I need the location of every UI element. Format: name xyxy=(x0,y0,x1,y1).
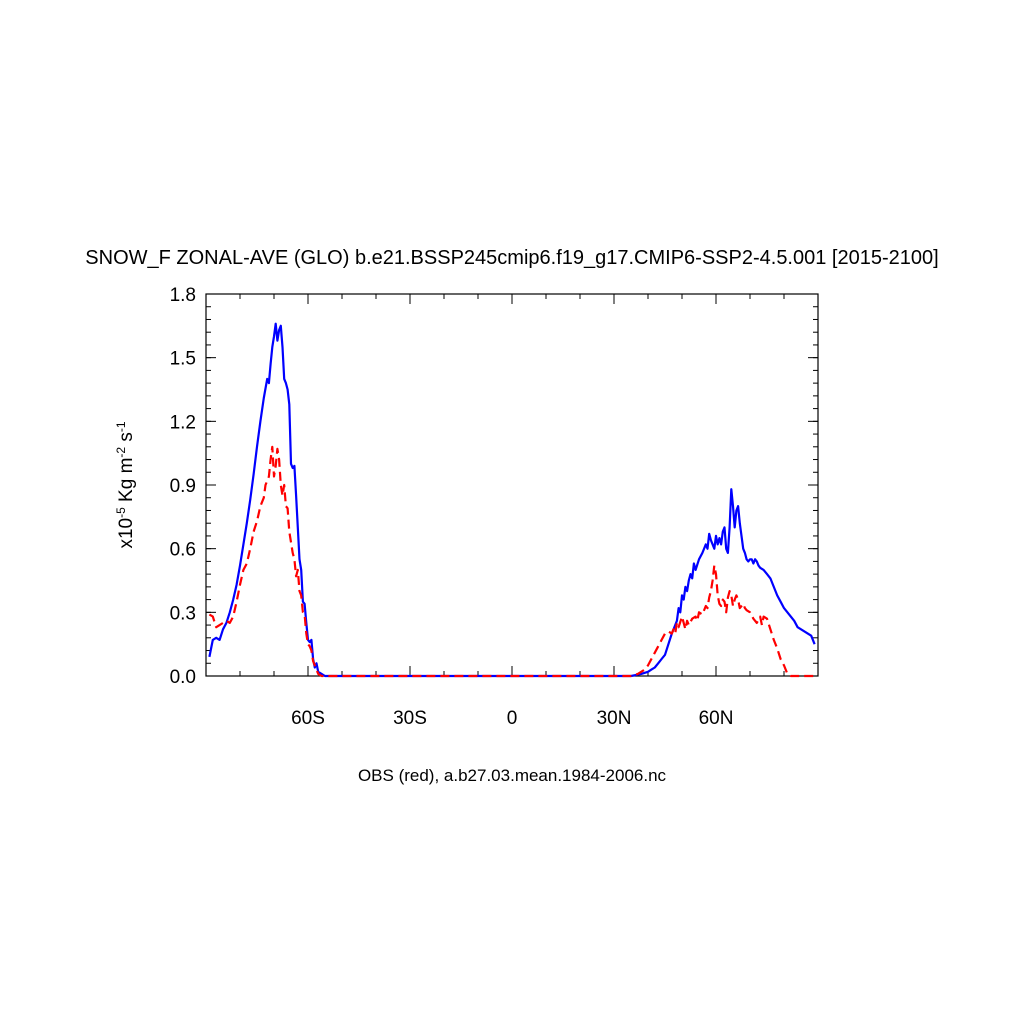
plot-area: 0.0 0.3 0.6 0.9 1.2 1.5 1.8 60S 30S 0 30N 60N xyxy=(170,285,819,729)
y-tick-label: 1.5 xyxy=(170,349,196,370)
y-axis-label: x10-5 Kg m-2 s-1 xyxy=(114,421,137,548)
y-tick-label: 0.3 xyxy=(170,603,196,624)
plot-frame xyxy=(205,293,819,677)
chart-caption: OBS (red), a.b27.03.mean.1984-2006.nc xyxy=(358,766,667,785)
x-tick-label: 30S xyxy=(393,708,427,729)
y-label-s-exp: -1 xyxy=(114,421,128,432)
series-layer xyxy=(208,322,816,678)
chart-title: SNOW_F ZONAL-AVE (GLO) b.e21.BSSP245cmip… xyxy=(85,247,938,269)
y-tick-label: 1.2 xyxy=(170,412,196,433)
y-tick-label: 0.6 xyxy=(170,540,196,561)
y-tick-label: 0.9 xyxy=(170,476,196,497)
y-tick-label: 0.0 xyxy=(170,667,196,688)
y-label-unit: Kg m xyxy=(116,458,137,508)
x-tick-label: 30N xyxy=(597,708,632,729)
y-label-prefix: x10 xyxy=(116,518,137,549)
series-line-1 xyxy=(208,322,816,678)
series-line-2 xyxy=(208,445,815,678)
y-label-s-part: s xyxy=(116,432,137,447)
y-label-m-exp: -2 xyxy=(114,447,128,458)
y-label-exp: -5 xyxy=(114,507,128,518)
x-tick-label: 60S xyxy=(291,708,325,729)
axis-ticks: 0.0 0.3 0.6 0.9 1.2 1.5 1.8 60S 30S 0 30N 60N xyxy=(170,285,818,729)
x-tick-label: 0 xyxy=(507,708,518,729)
y-tick-label: 1.8 xyxy=(170,285,196,306)
x-tick-label: 60N xyxy=(699,708,734,729)
